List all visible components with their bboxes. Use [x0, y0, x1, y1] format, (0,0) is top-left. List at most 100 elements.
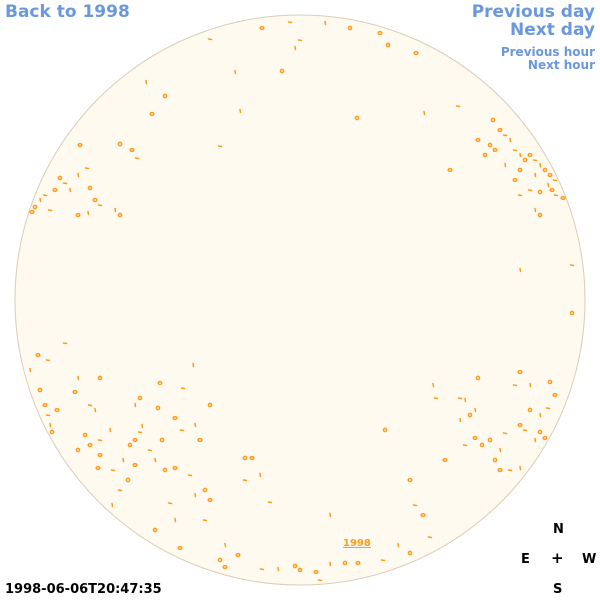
- solar-feature-mark: [517, 194, 523, 197]
- solar-feature-mark: [57, 175, 63, 181]
- solar-feature-mark: [39, 197, 42, 203]
- solar-feature-mark: [87, 442, 93, 448]
- solar-feature-mark: [129, 147, 135, 153]
- solar-feature-mark: [194, 492, 197, 498]
- solar-feature-mark: [475, 375, 481, 381]
- solar-feature-mark: [97, 375, 103, 381]
- solar-feature-mark: [442, 457, 448, 463]
- next-hour-link[interactable]: Next hour: [527, 58, 595, 72]
- solar-feature-mark: [109, 427, 112, 433]
- solar-feature-mark: [479, 442, 485, 448]
- solar-feature-mark: [545, 407, 551, 410]
- solar-feature-mark: [490, 117, 496, 123]
- solar-feature-mark: [29, 367, 32, 373]
- solar-feature-mark: [455, 105, 461, 108]
- solar-feature-mark: [377, 30, 383, 36]
- back-to-year-link[interactable]: Back to 1998: [5, 2, 130, 22]
- year-link[interactable]: 1998: [343, 538, 371, 549]
- solar-feature-mark: [97, 439, 103, 442]
- previous-day-link[interactable]: Previous day: [471, 2, 595, 22]
- solar-feature-mark: [117, 212, 123, 218]
- compass-center-cross: +: [551, 549, 564, 567]
- solar-feature-mark: [167, 502, 173, 505]
- solar-feature-mark: [97, 452, 103, 458]
- solar-feature-mark: [162, 93, 168, 99]
- observation-timestamp: 1998-06-06T20:47:35: [5, 582, 162, 597]
- solar-feature-mark: [32, 204, 38, 210]
- solar-feature-mark: [159, 437, 165, 443]
- solar-feature-mark: [512, 384, 518, 387]
- solar-feature-mark: [407, 550, 413, 556]
- solar-feature-mark: [94, 407, 97, 413]
- solar-feature-mark: [132, 462, 138, 468]
- previous-hour-link[interactable]: Previous hour: [500, 45, 595, 59]
- solar-feature-mark: [553, 194, 559, 197]
- solar-feature-mark: [519, 152, 522, 158]
- solar-feature-mark: [242, 455, 248, 461]
- solar-feature-mark: [509, 137, 512, 143]
- solar-feature-mark: [497, 127, 503, 133]
- solar-feature-mark: [224, 542, 227, 548]
- solar-feature-mark: [342, 560, 348, 566]
- solar-feature-mark: [95, 465, 101, 471]
- solar-feature-mark: [249, 455, 255, 461]
- solar-feature-mark: [502, 432, 508, 435]
- solar-feature-mark: [472, 435, 478, 441]
- solar-feature-mark: [141, 423, 144, 429]
- solar-feature-mark: [487, 142, 493, 148]
- solar-feature-mark: [412, 504, 418, 507]
- solar-feature-mark: [242, 479, 248, 482]
- next-day-link[interactable]: Next day: [510, 20, 595, 40]
- solar-disc-circle: [14, 14, 586, 586]
- solar-feature-mark: [259, 472, 262, 478]
- solar-feature-mark: [134, 157, 140, 160]
- solar-feature-mark: [569, 310, 575, 316]
- solar-feature-mark: [45, 359, 51, 362]
- solar-feature-mark: [569, 264, 575, 267]
- solar-feature-mark: [507, 469, 513, 472]
- solar-feature-mark: [134, 402, 137, 408]
- solar-feature-mark: [172, 415, 178, 421]
- solar-feature-mark: [172, 465, 178, 471]
- solar-feature-mark: [292, 563, 298, 569]
- solar-feature-mark: [197, 437, 203, 443]
- solar-feature-mark: [54, 407, 60, 413]
- solar-feature-mark: [202, 487, 208, 493]
- solar-feature-mark: [222, 564, 228, 570]
- solar-feature-mark: [114, 207, 117, 213]
- solar-feature-mark: [87, 185, 93, 191]
- solar-feature-mark: [532, 159, 538, 162]
- compass-east: E: [521, 552, 530, 567]
- solar-feature-mark: [397, 542, 400, 548]
- solar-feature-mark: [207, 38, 213, 41]
- solar-feature-mark: [462, 444, 468, 447]
- solar-feature-mark: [157, 380, 163, 386]
- solar-feature-mark: [539, 162, 542, 168]
- solar-feature-mark: [413, 50, 419, 56]
- solar-feature-mark: [152, 527, 158, 533]
- solar-feature-mark: [239, 108, 242, 114]
- solar-feature-mark: [519, 465, 522, 471]
- solar-feature-mark: [547, 172, 553, 178]
- solar-feature-mark: [235, 552, 241, 558]
- solar-feature-mark: [475, 137, 481, 143]
- solar-feature-mark: [499, 447, 502, 453]
- solar-feature-mark: [534, 207, 537, 213]
- solar-feature-mark: [354, 115, 360, 121]
- solar-feature-mark: [407, 477, 413, 483]
- solar-feature-mark: [37, 387, 43, 393]
- solar-feature-mark: [97, 204, 103, 207]
- solar-feature-mark: [145, 79, 148, 85]
- solar-feature-mark: [527, 152, 533, 158]
- solar-feature-mark: [117, 489, 123, 492]
- solar-feature-mark: [47, 209, 53, 212]
- solar-feature-mark: [287, 21, 293, 24]
- solar-feature-mark: [420, 512, 426, 518]
- solar-feature-mark: [552, 392, 558, 398]
- solar-feature-mark: [552, 179, 558, 182]
- solar-feature-mark: [534, 437, 537, 443]
- solar-feature-mark: [433, 397, 439, 400]
- solar-feature-mark: [111, 502, 114, 508]
- solar-feature-mark: [125, 477, 131, 483]
